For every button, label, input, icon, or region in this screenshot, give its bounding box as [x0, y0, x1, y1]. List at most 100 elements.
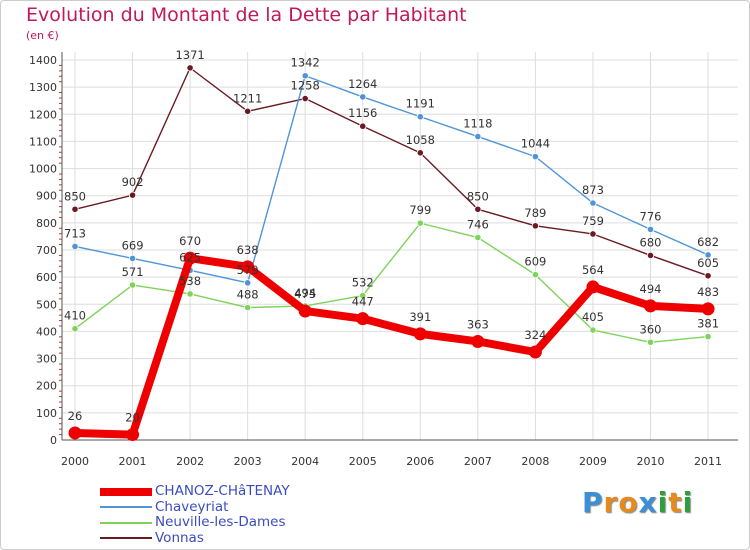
- unit-label: (en €): [26, 29, 59, 42]
- data-point-vonnas: [416, 149, 424, 157]
- logo-letter: i: [682, 486, 694, 519]
- x-tick-label: 2009: [579, 455, 607, 468]
- data-label-vonnas: 1211: [233, 91, 262, 105]
- data-label-chaveyriat: 669: [122, 238, 144, 252]
- data-point-chaveyriat: [589, 199, 597, 207]
- legend-swatch: [100, 487, 152, 496]
- logo-letter: o: [618, 486, 639, 519]
- x-tick-label: 2010: [637, 455, 665, 468]
- data-label-chaveyriat: 682: [697, 235, 719, 249]
- data-label-neuville-les-dames: 746: [467, 218, 489, 232]
- data-point-chaveyriat: [301, 72, 309, 80]
- data-point-neuville-les-dames: [71, 325, 79, 333]
- data-point-chanoz-ch-tenay: [298, 304, 312, 318]
- legend-label: CHANOZ-CHâTENAY: [155, 483, 290, 499]
- data-point-chanoz-ch-tenay: [356, 312, 370, 326]
- y-tick-label: 1400: [29, 54, 57, 67]
- data-point-vonnas: [244, 107, 252, 115]
- x-tick-label: 2001: [119, 455, 147, 468]
- y-tick-label: 1100: [29, 135, 57, 148]
- data-point-chaveyriat: [474, 132, 482, 141]
- y-tick-label: 600: [36, 271, 57, 284]
- y-tick-label: 200: [36, 380, 57, 393]
- data-label-neuville-les-dames: 532: [352, 276, 374, 290]
- data-point-chanoz-ch-tenay: [644, 299, 657, 313]
- proxiti-logo: Proxiti: [582, 486, 693, 519]
- data-label-chanoz-ch-tenay: 20: [125, 411, 140, 425]
- series-line-chanoz-ch-tenay: [71, 254, 713, 439]
- data-point-neuville-les-dames: [474, 233, 482, 242]
- data-label-chaveyriat: 1191: [406, 97, 435, 111]
- data-point-neuville-les-dames: [589, 326, 597, 334]
- data-point-neuville-les-dames: [244, 303, 252, 312]
- data-point-neuville-les-dames: [359, 291, 367, 300]
- data-label-chanoz-ch-tenay: 324: [524, 328, 546, 342]
- data-label-neuville-les-dames: 799: [409, 203, 431, 217]
- data-label-vonnas: 1156: [348, 106, 377, 120]
- data-label-neuville-les-dames: 381: [697, 317, 719, 331]
- data-point-vonnas: [186, 64, 194, 72]
- data-point-neuville-les-dames: [531, 271, 540, 279]
- data-point-vonnas: [531, 222, 540, 230]
- y-tick-label: 900: [36, 190, 57, 203]
- data-label-neuville-les-dames: 405: [582, 310, 604, 324]
- x-tick-label: 2000: [61, 455, 89, 468]
- data-point-neuville-les-dames: [128, 281, 137, 289]
- x-tick-label: 2007: [464, 455, 492, 468]
- data-label-chaveyriat: 625: [179, 250, 201, 264]
- data-point-chanoz-ch-tenay: [471, 334, 485, 348]
- data-label-chaveyriat: 1342: [291, 56, 320, 70]
- data-label-vonnas: 789: [524, 206, 546, 220]
- data-label-vonnas: 850: [64, 189, 86, 203]
- x-tick-label: 2011: [694, 455, 722, 468]
- data-point-chaveyriat: [71, 242, 79, 251]
- data-label-chanoz-ch-tenay: 26: [68, 409, 83, 423]
- data-point-neuville-les-dames: [646, 338, 655, 346]
- data-point-vonnas: [128, 191, 137, 199]
- data-label-vonnas: 680: [640, 235, 662, 249]
- series-line-chaveyriat: [74, 245, 249, 284]
- data-label-neuville-les-dames: 609: [524, 255, 546, 269]
- y-tick-label: 1200: [29, 108, 57, 121]
- data-label-vonnas: 902: [122, 175, 144, 189]
- data-label-chanoz-ch-tenay: 494: [640, 282, 662, 296]
- data-label-chaveyriat: 713: [64, 226, 86, 240]
- data-point-chanoz-ch-tenay: [701, 302, 715, 316]
- x-tick-label: 2003: [234, 455, 262, 468]
- data-point-chaveyriat: [646, 225, 655, 233]
- y-tick-label: 100: [36, 407, 57, 420]
- x-tick-label: 2006: [406, 455, 434, 468]
- data-point-chanoz-ch-tenay: [413, 327, 427, 341]
- data-labels: 850 902 1371 1211 1258 1156 1058 850 789 759 680 60…: [64, 48, 719, 425]
- logo-letter: r: [603, 486, 619, 519]
- data-point-neuville-les-dames: [704, 332, 712, 341]
- data-label-chanoz-ch-tenay: 391: [409, 310, 431, 324]
- series-line-chaveyriat: [304, 75, 709, 256]
- data-label-vonnas: 1258: [291, 79, 320, 93]
- data-label-chaveyriat: 776: [640, 209, 662, 223]
- logo-letter: t: [668, 486, 683, 519]
- data-point-neuville-les-dames: [416, 219, 424, 227]
- axes: 0 100 200 300 400 500 600 700 800 900 1000 1100 1200…: [29, 52, 738, 468]
- data-point-chaveyriat: [359, 93, 367, 101]
- logo-letter: i: [657, 486, 669, 519]
- data-point-chanoz-ch-tenay: [586, 280, 600, 294]
- data-label-chanoz-ch-tenay: 670: [179, 234, 201, 248]
- legend-swatch: [100, 521, 152, 524]
- data-point-vonnas: [704, 272, 712, 280]
- data-label-chanoz-ch-tenay: 363: [467, 317, 489, 331]
- data-point-chanoz-ch-tenay: [126, 428, 140, 442]
- data-label-neuville-les-dames: 488: [237, 288, 259, 302]
- data-label-chanoz-ch-tenay: 638: [237, 243, 259, 257]
- legend-label: Neuville-les-Dames: [155, 514, 286, 530]
- data-label-vonnas: 1371: [175, 48, 204, 62]
- data-point-vonnas: [71, 205, 79, 213]
- data-point-vonnas: [301, 94, 309, 103]
- x-tick-label: 2008: [521, 455, 549, 468]
- y-tick-label: 400: [36, 325, 57, 338]
- data-label-neuville-les-dames: 571: [122, 265, 144, 279]
- y-tick-label: 800: [36, 217, 57, 230]
- logo-letter: P: [582, 486, 604, 519]
